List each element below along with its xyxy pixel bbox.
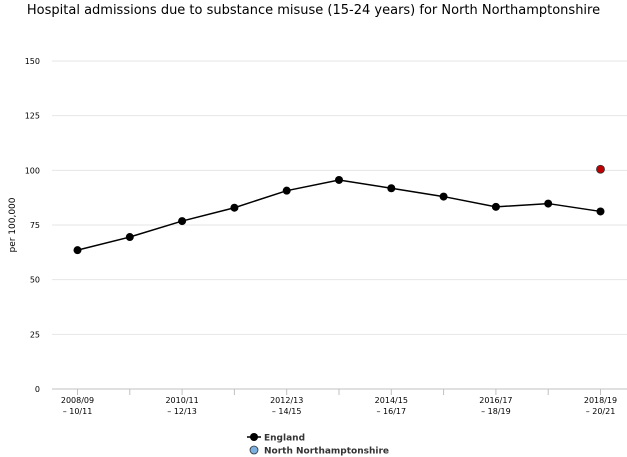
y-tick-label-0: 0 — [35, 385, 40, 394]
england-point-7 — [439, 192, 448, 201]
england-point-0 — [73, 246, 82, 255]
y-tick-label-25: 25 — [30, 330, 40, 339]
england-point-6 — [387, 184, 396, 193]
y-axis-ticks: 0 25 50 75 100 125 150 — [25, 57, 40, 394]
x-tick-label-6-line2: – 16/17 — [376, 407, 406, 416]
legend-label-england: England — [264, 434, 305, 444]
y-tick-label-125: 125 — [25, 112, 40, 121]
north-northamptonshire-point-10 — [596, 164, 605, 174]
x-tick-label-6-line1: 2014/15 — [375, 396, 408, 405]
england-point-2 — [178, 217, 187, 226]
x-tick-label-0-line1: 2008/09 — [61, 396, 94, 405]
y-tick-label-50: 50 — [30, 276, 40, 285]
x-axis: 2008/09 – 10/11 2010/11 – 12/13 2012/13 – 14/… — [61, 389, 617, 416]
england-point-5 — [335, 175, 343, 184]
england-point-4 — [282, 186, 291, 195]
x-tick-label-2-line2: – 12/13 — [167, 407, 197, 416]
y-tick-label-150: 150 — [25, 57, 40, 66]
england-point-3 — [230, 203, 239, 212]
legend-marker-north-northamptonshire — [249, 445, 259, 455]
grid-lines — [52, 60, 627, 390]
england-point-10 — [596, 207, 605, 216]
x-tick-label-10-line2: – 20/21 — [586, 407, 616, 416]
x-tick-label-4-line1: 2012/13 — [270, 396, 303, 405]
england-point-1 — [125, 233, 134, 242]
y-axis-label: per 100,000 — [8, 197, 18, 252]
x-tick-label-4-line2: – 14/15 — [272, 407, 302, 416]
x-tick-label-10-line1: 2018/19 — [584, 396, 617, 405]
legend-marker-england — [250, 433, 258, 441]
x-tick-label-8-line2: – 18/19 — [481, 407, 511, 416]
legend-label-north-northamptonshire: North Northamptonshire — [264, 447, 389, 457]
x-tick-label-0-line2: – 10/11 — [63, 407, 93, 416]
legend: England North Northamptonshire — [247, 433, 389, 457]
x-tick-label-2-line1: 2010/11 — [165, 396, 198, 405]
england-point-9 — [544, 199, 553, 208]
chart-title: Hospital admissions due to substance mis… — [27, 3, 600, 18]
y-tick-label-100: 100 — [25, 166, 40, 175]
y-tick-label-75: 75 — [30, 221, 40, 230]
x-tick-label-8-line1: 2016/17 — [479, 396, 512, 405]
series-layer — [73, 164, 605, 255]
england-point-8 — [491, 202, 500, 211]
england-line — [77, 179, 601, 251]
